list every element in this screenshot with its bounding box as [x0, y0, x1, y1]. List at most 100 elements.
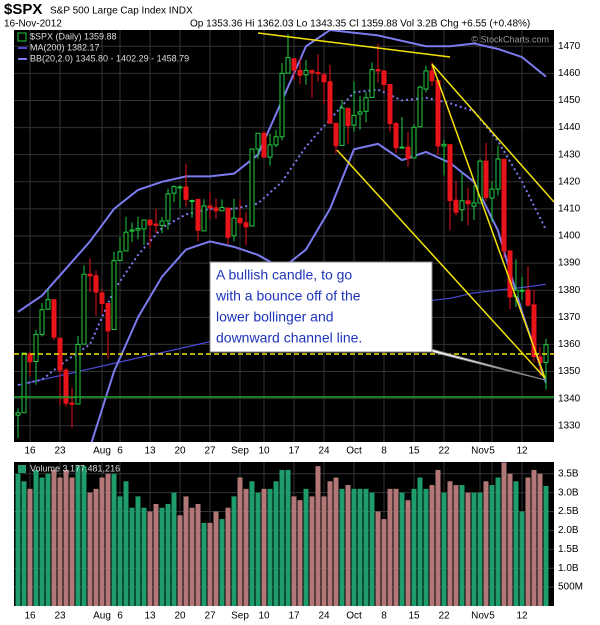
volume-bar: [531, 469, 537, 606]
volume-bar: [381, 519, 387, 606]
x-tick-label: 20: [174, 611, 186, 622]
volume-bar: [441, 492, 447, 606]
volume-bar: [471, 492, 477, 606]
volume-bar: [225, 507, 231, 606]
candle-body: [309, 70, 315, 74]
candle-body: [525, 289, 531, 306]
callout-text: lower bollinger and: [216, 309, 334, 325]
candle-body: [351, 114, 357, 126]
candle-body: [39, 309, 45, 335]
volume-bar: [165, 503, 171, 606]
x-tick-label: 15: [408, 611, 420, 622]
volume-bar: [123, 481, 129, 606]
volume-bar: [315, 466, 321, 606]
candle-body: [507, 250, 513, 298]
volume-bar: [351, 488, 357, 606]
candle-body: [237, 217, 243, 224]
candle-body: [177, 186, 183, 189]
volume-bar: [15, 473, 21, 606]
volume-plot: [15, 462, 549, 606]
volume-bar: [513, 481, 519, 606]
candle-body: [213, 207, 219, 212]
volume-bar: [393, 488, 399, 606]
volume-bar: [177, 515, 183, 606]
candle-body: [105, 302, 111, 332]
volume-bar: [489, 485, 495, 606]
volume-bar: [411, 488, 417, 606]
volume-bar: [219, 519, 225, 606]
trend-line: [431, 63, 546, 379]
volume-bar: [291, 496, 297, 606]
candle-body: [477, 160, 483, 204]
x-tick-label: 24: [318, 611, 330, 622]
candle-body: [141, 219, 147, 230]
volume-bar: [105, 473, 111, 606]
x-tick-label: 5: [489, 446, 495, 457]
candle-body: [303, 69, 309, 76]
drawn-annotations: [14, 32, 554, 398]
volume-bar: [213, 511, 219, 606]
y-tick-label: 1450: [558, 95, 581, 106]
candle-body: [417, 86, 423, 128]
x-tick-label: Oct: [346, 446, 362, 457]
y-tick-label: 1370: [558, 312, 581, 323]
volume-bar: [525, 477, 531, 606]
volume-bar: [69, 477, 75, 606]
volume-bar: [231, 496, 237, 606]
volume-bar: [153, 503, 159, 606]
candle-body: [333, 122, 339, 147]
candle-body: [369, 69, 375, 98]
legend-label: BB(20,2.0) 1345.80 - 1402.29 - 1458.79: [30, 53, 189, 63]
volume-bar: [501, 462, 507, 606]
x-tick-label: Sep: [231, 446, 249, 457]
candle-body: [207, 205, 213, 209]
candle-body: [531, 304, 537, 358]
volume-bar: [435, 469, 441, 606]
volume-bar: [369, 492, 375, 606]
x-tick-label: 22: [438, 446, 450, 457]
y-tick-label: 2.5B: [558, 506, 579, 517]
volume-bar: [339, 488, 345, 606]
candle-body: [21, 352, 27, 414]
symbol: $SPX: [4, 1, 42, 18]
candle-body: [291, 58, 297, 71]
x-tick-label: 27: [204, 446, 216, 457]
y-tick-label: 500M: [558, 582, 583, 593]
y-tick-label: 1430: [558, 149, 581, 160]
volume-bar: [303, 488, 309, 606]
trend-line: [336, 149, 546, 379]
x-tick-label: 23: [54, 611, 66, 622]
candle-body: [483, 160, 489, 199]
candle-body: [153, 223, 159, 226]
x-tick-label: Oct: [346, 611, 362, 622]
y-tick-label: 2.0B: [558, 525, 579, 536]
x-tick-label: 27: [204, 611, 216, 622]
x-tick-label: 8: [381, 611, 387, 622]
volume-bar: [207, 522, 213, 606]
candle-body: [495, 158, 501, 190]
x-tick-label: 6: [117, 446, 123, 457]
x-tick-label: Nov: [471, 611, 489, 622]
volume-bar: [477, 492, 483, 606]
candle-body: [411, 126, 417, 159]
candle-body: [405, 146, 411, 159]
trend-line: [431, 63, 554, 203]
y-tick-label: 1400: [558, 231, 581, 242]
y-tick-label: 1330: [558, 420, 581, 431]
overlay-line: [17, 88, 547, 387]
candle-body: [81, 273, 87, 345]
candle-body: [279, 72, 285, 138]
callout-text: A bullish candle, to go: [216, 267, 352, 283]
y-tick-label: 1350: [558, 366, 581, 377]
volume-bar: [345, 485, 351, 606]
volume-bar: [459, 485, 465, 606]
candle-body: [183, 186, 189, 200]
x-tick-label: 12: [516, 446, 528, 457]
watermark: © StockCharts.com: [471, 34, 549, 44]
candle-body: [75, 343, 81, 405]
x-tick-label: 5: [489, 611, 495, 622]
y-tick-label: 1390: [558, 258, 581, 269]
candle-body: [363, 97, 369, 112]
volume-title: Volume 3,177,481,216: [30, 463, 120, 473]
